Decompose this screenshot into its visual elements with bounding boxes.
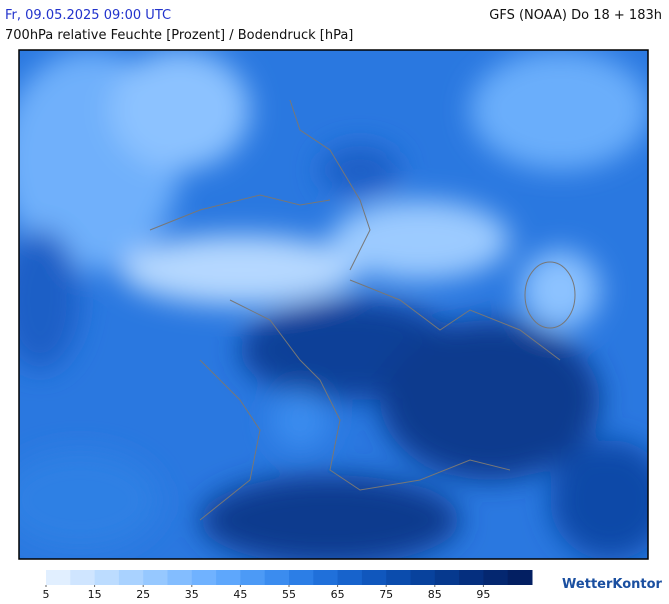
logo: WetterKontor <box>562 577 663 592</box>
color-swatch <box>386 570 411 585</box>
color-swatch <box>459 570 484 585</box>
color-swatch <box>240 570 266 585</box>
map-title: 700hPa relative Feuchte [Prozent] / Bode… <box>5 28 353 43</box>
tick-label: 95 <box>476 588 490 600</box>
tick-label: 5 <box>43 588 50 600</box>
color-swatch <box>94 570 120 585</box>
datetime: Fr, 09.05.2025 09:00 UTC <box>5 8 171 23</box>
color-swatch <box>167 570 193 585</box>
color-swatch <box>143 570 168 585</box>
color-swatch <box>289 570 314 585</box>
color-swatch <box>118 570 144 585</box>
color-swatch <box>264 570 290 585</box>
tick-label: 35 <box>185 588 199 600</box>
map <box>19 50 648 559</box>
tick-label: 85 <box>428 588 442 600</box>
color-swatch <box>410 570 436 585</box>
model-run: GFS (NOAA) Do 18 + 183h <box>489 8 662 23</box>
map-frame <box>18 49 649 560</box>
tick-label: 25 <box>136 588 150 600</box>
tick-label: 55 <box>282 588 296 600</box>
tick-label: 75 <box>379 588 393 600</box>
tick-label: 65 <box>331 588 345 600</box>
color-swatch <box>337 570 363 585</box>
color-swatch <box>434 570 460 585</box>
color-swatch <box>46 570 71 585</box>
color-swatch <box>507 570 533 585</box>
color-swatch <box>313 570 339 585</box>
color-swatch <box>216 570 241 585</box>
colorbar: 5 15 25 35 45 55 65 75 85 95 <box>43 570 533 601</box>
tick-label: 45 <box>233 588 247 600</box>
color-swatch <box>191 570 217 585</box>
color-swatch <box>483 570 509 585</box>
color-swatch <box>70 570 96 585</box>
tick-label: 15 <box>88 588 102 600</box>
color-swatch <box>361 570 387 585</box>
